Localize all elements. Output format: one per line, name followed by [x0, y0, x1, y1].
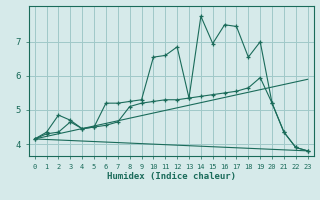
X-axis label: Humidex (Indice chaleur): Humidex (Indice chaleur) — [107, 172, 236, 181]
